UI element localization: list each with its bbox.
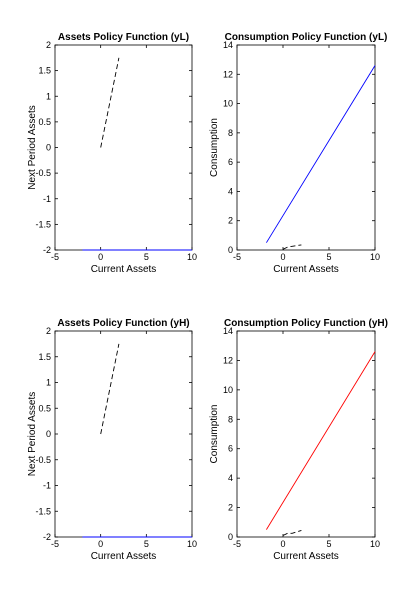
x-tick-label: 5 — [144, 252, 149, 262]
y-tick-label: 14 — [223, 40, 233, 50]
y-axis-label: Consumption — [209, 118, 220, 177]
series-line-2 — [100, 57, 120, 148]
x-tick-label: 5 — [326, 252, 331, 262]
x-tick-label: 10 — [370, 252, 380, 262]
x-axis-label: Current Assets — [91, 551, 157, 562]
series-line-1 — [266, 65, 376, 243]
y-tick-label: 2 — [46, 326, 51, 336]
chart-title: Consumption Policy Function (yL) — [225, 32, 388, 43]
y-tick-label: 10 — [223, 99, 233, 109]
y-tick-label: 14 — [223, 326, 233, 336]
y-tick-label: 12 — [223, 69, 233, 79]
chart-consumption-policy-yl: Consumption Policy Function (yL)-5 0 5 1002… — [209, 32, 387, 275]
y-tick-label: 6 — [228, 157, 233, 167]
y-tick-label: -2 — [43, 532, 51, 542]
y-tick-label: 12 — [223, 355, 233, 365]
x-tick-label: -5 — [233, 252, 241, 262]
x-tick-label: -5 — [51, 252, 59, 262]
y-tick-label: -2 — [43, 245, 51, 255]
y-tick-label: -1 — [43, 194, 51, 204]
y-axis-label: Next Period Assets — [27, 392, 38, 476]
y-tick-label: 0.5 — [38, 117, 51, 127]
y-tick-label: -0.5 — [35, 168, 51, 178]
y-tick-label: 0.5 — [38, 403, 51, 413]
y-tick-label: 1 — [46, 91, 51, 101]
chart-title: Assets Policy Function (yH) — [57, 318, 189, 329]
x-tick-label: 0 — [98, 252, 103, 262]
y-tick-label: 4 — [228, 473, 233, 483]
series-line-2 — [282, 244, 302, 250]
chart-assets-policy-yl: Assets Policy Function (yL)-5 0 5 10-2-1.5-… — [27, 32, 197, 275]
x-tick-label: -5 — [233, 539, 241, 549]
x-tick-label: -5 — [51, 539, 59, 549]
x-tick-label: 0 — [280, 252, 285, 262]
x-tick-label: 10 — [187, 252, 197, 262]
x-tick-label: 5 — [144, 539, 149, 549]
y-tick-label: 1.5 — [38, 66, 51, 76]
series-line-2 — [282, 529, 302, 536]
y-tick-label: 2 — [228, 503, 233, 513]
y-tick-label: 8 — [228, 128, 233, 138]
y-tick-label: 1 — [46, 378, 51, 388]
x-tick-label: 10 — [187, 539, 197, 549]
y-tick-label: -1.5 — [35, 506, 51, 516]
chart-title: Consumption Policy Function (yH) — [224, 318, 388, 329]
axes-box — [54, 330, 193, 538]
y-tick-label: 0 — [228, 532, 233, 542]
x-axis-label: Current Assets — [273, 551, 339, 562]
y-tick-label: 2 — [228, 216, 233, 226]
axes-box — [236, 330, 376, 538]
series-line-2 — [100, 343, 120, 435]
y-tick-label: -0.5 — [35, 455, 51, 465]
y-tick-label: 10 — [223, 385, 233, 395]
x-axis-label: Current Assets — [91, 264, 157, 275]
y-tick-label: 4 — [228, 186, 233, 196]
x-tick-label: 0 — [98, 539, 103, 549]
x-tick-label: 5 — [326, 539, 331, 549]
x-tick-label: 0 — [280, 539, 285, 549]
y-tick-label: 2 — [46, 40, 51, 50]
x-tick-label: 10 — [370, 539, 380, 549]
y-tick-label: -1 — [43, 481, 51, 491]
y-tick-label: 0 — [228, 245, 233, 255]
y-tick-label: 8 — [228, 414, 233, 424]
axes-box — [54, 44, 193, 251]
chart-title: Assets Policy Function (yL) — [58, 32, 189, 43]
axes-box — [236, 44, 376, 251]
y-axis-label: Consumption — [209, 405, 220, 464]
y-tick-label: 6 — [228, 444, 233, 454]
chart-assets-policy-yh: Assets Policy Function (yH)-5 0 5 10-2-1.5-… — [27, 318, 197, 562]
y-tick-label: 1.5 — [38, 352, 51, 362]
y-tick-label: 0 — [46, 429, 51, 439]
y-tick-label: -1.5 — [35, 219, 51, 229]
y-tick-label: 0 — [46, 143, 51, 153]
y-axis-label: Next Period Assets — [27, 105, 38, 189]
chart-consumption-policy-yh: Consumption Policy Function (yH)-5 0 5 1002… — [209, 318, 388, 562]
series-line-1 — [266, 351, 376, 530]
x-axis-label: Current Assets — [273, 264, 339, 275]
